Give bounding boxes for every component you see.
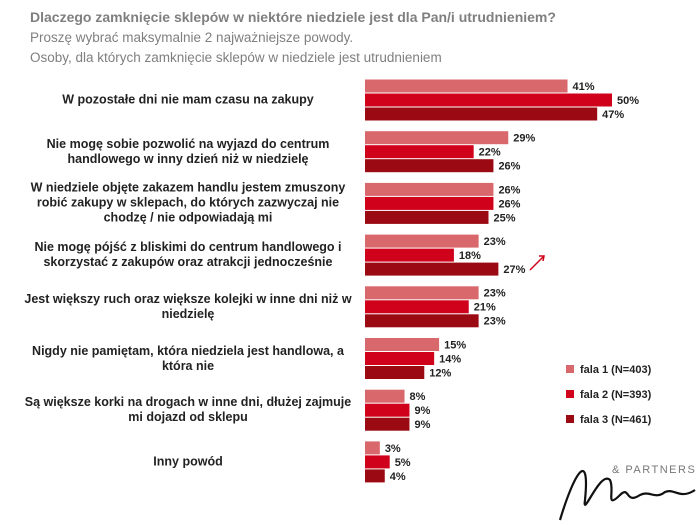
value-label: 18% xyxy=(459,250,481,262)
value-label: 15% xyxy=(444,339,466,351)
value-label: 21% xyxy=(474,302,496,314)
bar xyxy=(365,79,568,93)
bar xyxy=(365,93,612,107)
value-label: 5% xyxy=(395,457,411,469)
trend-arrow-head xyxy=(539,255,545,262)
value-label: 23% xyxy=(484,236,506,248)
bar xyxy=(365,182,494,196)
value-label: 9% xyxy=(414,405,430,417)
value-label: 9% xyxy=(414,419,430,431)
bar xyxy=(365,417,410,431)
value-label: 14% xyxy=(439,353,461,365)
logo-text: & PARTNERS xyxy=(612,464,696,476)
bar xyxy=(365,455,390,469)
category-label: Nigdy nie pamiętam, która niedziela jest… xyxy=(32,343,344,373)
logo-signature xyxy=(558,469,696,521)
legend-swatch xyxy=(566,415,574,423)
value-label: 23% xyxy=(484,316,506,328)
bar xyxy=(365,234,479,248)
value-label: 27% xyxy=(503,264,525,276)
category-label: Jest większy ruch oraz większe kolejki w… xyxy=(24,291,352,321)
bar xyxy=(365,441,380,455)
category-label: Nie mogę sobie pozwolić na wyjazd do cen… xyxy=(46,136,330,166)
note: Osoby, dla których zamknięcie sklepów w … xyxy=(30,50,442,65)
value-label: 12% xyxy=(429,367,451,379)
subtitle: Proszę wybrać maksymalnie 2 najważniejsz… xyxy=(30,30,354,45)
chart-title: Dlaczego zamknięcie sklepów w niektóre n… xyxy=(30,9,556,25)
legend-label: fala 3 (N=461) xyxy=(580,414,652,426)
bar xyxy=(365,352,435,365)
bar xyxy=(365,469,385,483)
bar xyxy=(365,131,509,145)
category-label: Są większe korki na drogach w inne dni, … xyxy=(24,395,352,425)
bar xyxy=(365,300,469,314)
trend-arrow xyxy=(529,256,544,271)
value-label: 29% xyxy=(513,133,535,145)
bar xyxy=(365,145,474,159)
category-label: W pozostałe dni nie mam czasu na zakupy xyxy=(62,92,314,107)
bar xyxy=(365,159,494,173)
category-label: W niedziele objęte zakazem handlu jestem… xyxy=(30,180,346,225)
bar xyxy=(365,210,489,224)
bar xyxy=(365,314,479,328)
value-label: 47% xyxy=(602,109,624,121)
category-label: Nie mogę pójść z bliskimi do centrum han… xyxy=(34,240,342,270)
legend-label: fala 2 (N=393) xyxy=(580,389,652,401)
bar xyxy=(365,366,425,379)
bar xyxy=(365,389,405,403)
legend-swatch xyxy=(566,365,574,373)
bar xyxy=(365,262,499,276)
value-label: 4% xyxy=(390,471,406,483)
value-label: 50% xyxy=(617,95,639,107)
bar xyxy=(365,338,440,351)
category-label: Inny powód xyxy=(153,454,223,469)
bar xyxy=(365,403,410,417)
bar xyxy=(365,196,494,210)
value-label: 25% xyxy=(494,212,516,224)
value-label: 26% xyxy=(498,184,520,196)
legend-swatch xyxy=(566,390,574,398)
value-label: 23% xyxy=(484,288,506,300)
value-label: 41% xyxy=(573,81,595,93)
bar xyxy=(365,286,479,300)
value-label: 8% xyxy=(410,391,426,403)
bar xyxy=(365,248,454,262)
value-label: 22% xyxy=(479,147,501,159)
legend-label: fala 1 (N=403) xyxy=(580,364,652,376)
value-label: 26% xyxy=(498,161,520,173)
bar xyxy=(365,107,598,121)
value-label: 26% xyxy=(498,198,520,210)
value-label: 3% xyxy=(385,443,401,455)
